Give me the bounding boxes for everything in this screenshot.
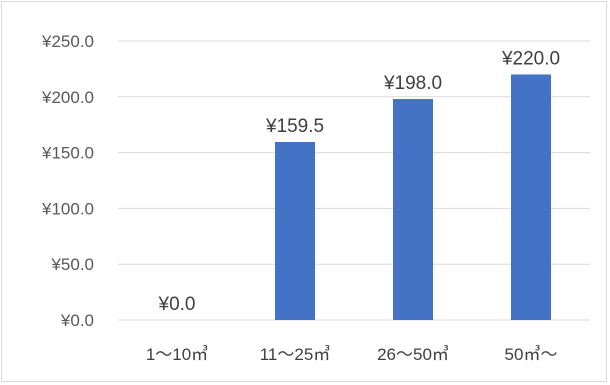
category-label: 50㎥～ xyxy=(505,345,558,364)
y-tick-label: ¥50.0 xyxy=(50,255,94,274)
y-tick-label: ¥200.0 xyxy=(41,88,94,107)
category-label: 26～50㎥ xyxy=(377,345,449,364)
y-tick-label: ¥0.0 xyxy=(60,311,94,330)
y-tick-label: ¥100.0 xyxy=(41,199,94,218)
bar xyxy=(393,99,433,320)
data-label: ¥0.0 xyxy=(158,294,196,315)
data-label: ¥220.0 xyxy=(501,48,560,69)
data-labels: ¥0.0 ¥159.5 ¥198.0 ¥220.0 xyxy=(158,48,561,315)
y-tick-label: ¥250.0 xyxy=(41,32,94,51)
data-label: ¥159.5 xyxy=(265,116,324,137)
bar xyxy=(275,141,315,320)
bar xyxy=(511,74,551,320)
y-axis-tick-labels: ¥0.0 ¥50.0 ¥100.0 ¥150.0 ¥200.0 ¥250.0 xyxy=(41,32,94,330)
bars xyxy=(275,74,551,320)
data-label: ¥198.0 xyxy=(383,73,442,94)
category-label: 1～10㎥ xyxy=(146,345,208,364)
x-axis-category-labels: 1～10㎥ 11～25㎥ 26～50㎥ 50㎥～ xyxy=(146,345,558,364)
y-tick-label: ¥150.0 xyxy=(41,144,94,163)
category-label: 11～25㎥ xyxy=(260,345,331,364)
